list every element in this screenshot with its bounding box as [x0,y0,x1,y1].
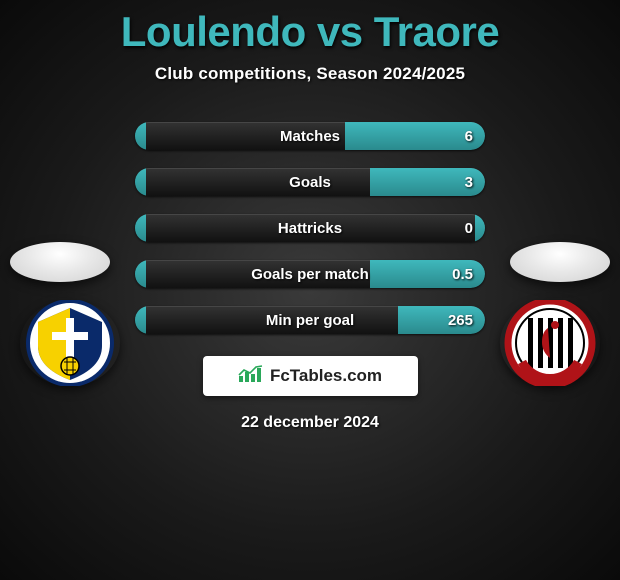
stat-row: Goals3 [135,168,485,196]
stat-value: 265 [448,306,473,334]
stat-value: 3 [465,168,473,196]
player-avatar-right [510,242,610,282]
stat-value: 0 [465,214,473,242]
stat-value: 0.5 [452,260,473,288]
stat-row: Matches6 [135,122,485,150]
page-subtitle: Club competitions, Season 2024/2025 [0,64,620,84]
content-area: Matches6Goals3Hattricks0Goals per match0… [0,122,620,432]
stat-row: Hattricks0 [135,214,485,242]
page-title: Loulendo vs Traore [0,0,620,56]
brand-text: FcTables.com [270,366,382,386]
stat-value: 6 [465,122,473,150]
stat-label: Goals [135,168,485,196]
comparison-infographic: Loulendo vs Traore Club competitions, Se… [0,0,620,580]
chart-icon [238,365,264,388]
brand-badge: FcTables.com [203,356,418,396]
stat-row: Min per goal265 [135,306,485,334]
stat-label: Hattricks [135,214,485,242]
stat-rows: Matches6Goals3Hattricks0Goals per match0… [135,122,485,334]
stat-label: Min per goal [135,306,485,334]
club-crest-right [500,300,600,386]
stat-label: Goals per match [135,260,485,288]
stat-label: Matches [135,122,485,150]
infographic-date: 22 december 2024 [0,414,620,432]
club-crest-left [20,300,120,386]
player-avatar-left [10,242,110,282]
stat-row: Goals per match0.5 [135,260,485,288]
